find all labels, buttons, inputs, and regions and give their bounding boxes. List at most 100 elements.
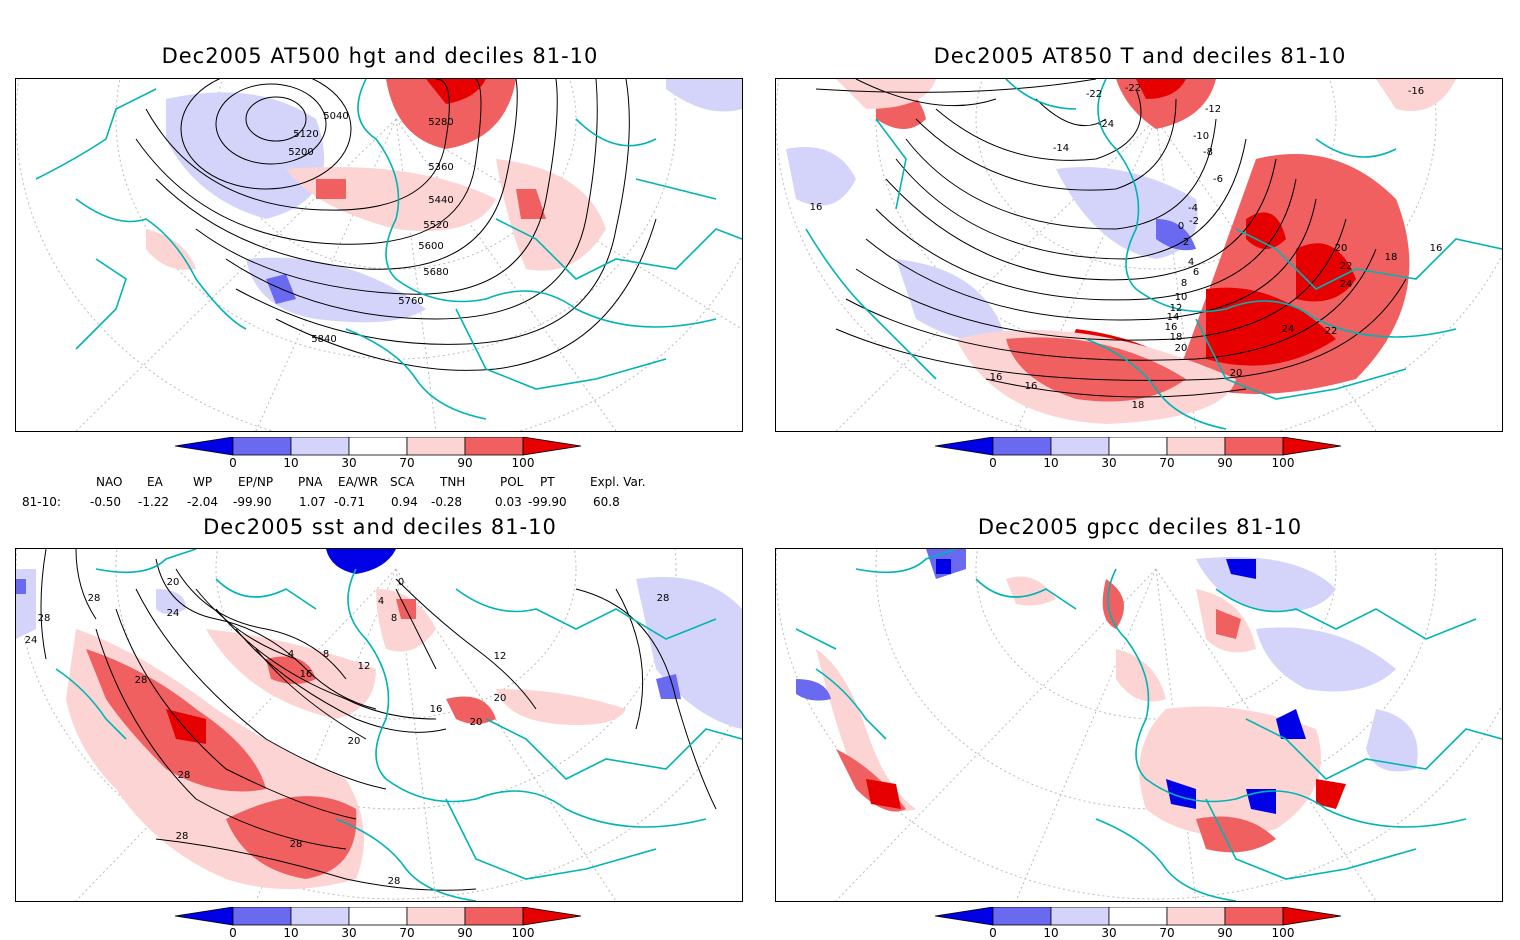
contour-label: 2 xyxy=(1183,237,1189,248)
contour-label: 20 xyxy=(348,736,361,747)
colorbar-label: 90 xyxy=(457,456,472,467)
contour-label: 28 xyxy=(178,770,191,781)
contour-label: 5360 xyxy=(428,162,453,173)
contour-label: 5120 xyxy=(293,129,318,140)
tele-header: WP xyxy=(193,475,213,489)
contour-label: 12 xyxy=(358,661,371,672)
panel-title-at850: Dec2005 AT850 T and deciles 81-10 xyxy=(933,44,1347,68)
contour-label: 28 xyxy=(290,839,303,850)
contour-label: 12 xyxy=(494,651,507,662)
contour-label: 16 xyxy=(430,704,443,715)
contour-label: -4 xyxy=(1188,203,1198,214)
panel-title-at500: Dec2005 AT500 hgt and deciles 81-10 xyxy=(161,44,599,68)
contour-label: 16 xyxy=(1430,243,1443,254)
panel-title-gpcc: Dec2005 gpcc deciles 81-10 xyxy=(977,515,1303,539)
contour-label: -6 xyxy=(1213,174,1223,185)
tele-value: -2.04 xyxy=(187,495,219,509)
contour-label: 16 xyxy=(1165,322,1178,333)
colorbar-label: 0 xyxy=(989,926,997,937)
contour-label: -2 xyxy=(1189,216,1199,227)
contour-label: 20 xyxy=(1230,368,1243,379)
colorbar-label: 30 xyxy=(1101,926,1116,937)
contour-label: 28 xyxy=(176,831,189,842)
contour-label: 5280 xyxy=(428,117,453,128)
contour-label: 20 xyxy=(470,717,483,728)
colorbar-label: 100 xyxy=(1272,926,1295,937)
contour-label: 4 xyxy=(1188,257,1194,268)
tele-value: -99.90 xyxy=(233,495,272,509)
tele-value: 0.94 xyxy=(391,495,418,509)
contour-label: -14 xyxy=(1053,143,1069,154)
contour-label: 18 xyxy=(1132,400,1145,411)
contour-label: 5760 xyxy=(398,296,423,307)
contour-label: 16 xyxy=(810,202,823,213)
tele-value: -99.90 xyxy=(528,495,567,509)
contour-label: 5600 xyxy=(418,241,443,252)
tele-row-label: 81-10: xyxy=(22,495,61,509)
colorbar-label: 70 xyxy=(1159,926,1174,937)
contour-label: -22 xyxy=(1125,83,1141,94)
colorbar-label: 0 xyxy=(229,926,237,937)
contour-label: 12 xyxy=(1170,303,1183,314)
colorbar-label: 90 xyxy=(1217,926,1232,937)
contour-label: 20 xyxy=(1175,343,1188,354)
colorbar-label: 30 xyxy=(341,456,356,467)
contour-label: 14 xyxy=(1167,312,1180,323)
tele-header: Expl. Var. xyxy=(590,475,646,489)
contour-label: 22 xyxy=(1340,261,1353,272)
contour-label: 28 xyxy=(657,593,670,604)
contour-label: 10 xyxy=(1175,292,1188,303)
tele-value: -1.22 xyxy=(138,495,170,509)
contour-label: 24 xyxy=(1340,279,1353,290)
colorbar-top-left: 0 10 30 70 90 100 xyxy=(175,437,582,467)
contour-label: 24 xyxy=(1282,324,1295,335)
tele-header: EP/NP xyxy=(238,475,274,489)
tele-header: SCA xyxy=(390,475,415,489)
tele-header: PNA xyxy=(298,475,323,489)
colorbar-label: 30 xyxy=(1101,456,1116,467)
contour-label: 24 xyxy=(25,635,38,646)
colorbar-label: 10 xyxy=(1043,456,1058,467)
contour-label: -12 xyxy=(1205,104,1221,115)
colorbar-label: 100 xyxy=(1272,456,1295,467)
tele-value: -0.71 xyxy=(334,495,366,509)
colorbar-label: 90 xyxy=(457,926,472,937)
contour-label: 5840 xyxy=(311,334,336,345)
contour-label: -10 xyxy=(1193,131,1209,142)
colorbar-label: 30 xyxy=(341,926,356,937)
contour-label: 4 xyxy=(288,649,294,660)
contour-label: 8 xyxy=(391,613,397,624)
contour-label: 0 xyxy=(1178,221,1184,232)
contour-label: 20 xyxy=(1335,243,1348,254)
contour-label: 28 xyxy=(88,593,101,604)
contour-label: 16 xyxy=(1025,381,1038,392)
contour-label: 20 xyxy=(494,693,507,704)
colorbar-label: 70 xyxy=(399,926,414,937)
contour-label: -22 xyxy=(1086,89,1102,100)
contour-label: 8 xyxy=(1181,278,1187,289)
colorbar-label: 70 xyxy=(399,456,414,467)
tele-value: -0.28 xyxy=(431,495,463,509)
teleconnection-table: NAO EA WP EP/NP PNA EA/WR SCA TNH POL PT… xyxy=(0,475,700,515)
tele-value: 1.07 xyxy=(299,495,326,509)
tele-header: TNH xyxy=(440,475,466,489)
contour-label: 8 xyxy=(323,649,329,660)
tele-header: NAO xyxy=(96,475,123,489)
contour-label: -16 xyxy=(1408,86,1424,97)
colorbar-label: 0 xyxy=(229,456,237,467)
contour-label: 4 xyxy=(378,596,384,607)
colorbar-bottom-right: 0 10 30 70 90 100 xyxy=(935,907,1342,937)
colorbar-bottom-left: 0 10 30 70 90 100 xyxy=(175,907,582,937)
colorbar-label: 10 xyxy=(1043,926,1058,937)
tele-header: EA xyxy=(147,475,163,489)
contour-label: 20 xyxy=(167,577,180,588)
tele-header: POL xyxy=(500,475,524,489)
map-panel-gpcc xyxy=(775,548,1503,902)
contour-label: 0 xyxy=(398,577,404,588)
map-panel-at500: 5040 5120 5200 5280 5360 5440 5520 5600 … xyxy=(15,78,743,432)
colorbar-top-right: 0 10 30 70 90 100 xyxy=(935,437,1342,467)
colorbar-label: 100 xyxy=(512,456,535,467)
contour-label: 6 xyxy=(1193,267,1199,278)
colorbar-label: 100 xyxy=(512,926,535,937)
colorbar-label: 10 xyxy=(283,926,298,937)
